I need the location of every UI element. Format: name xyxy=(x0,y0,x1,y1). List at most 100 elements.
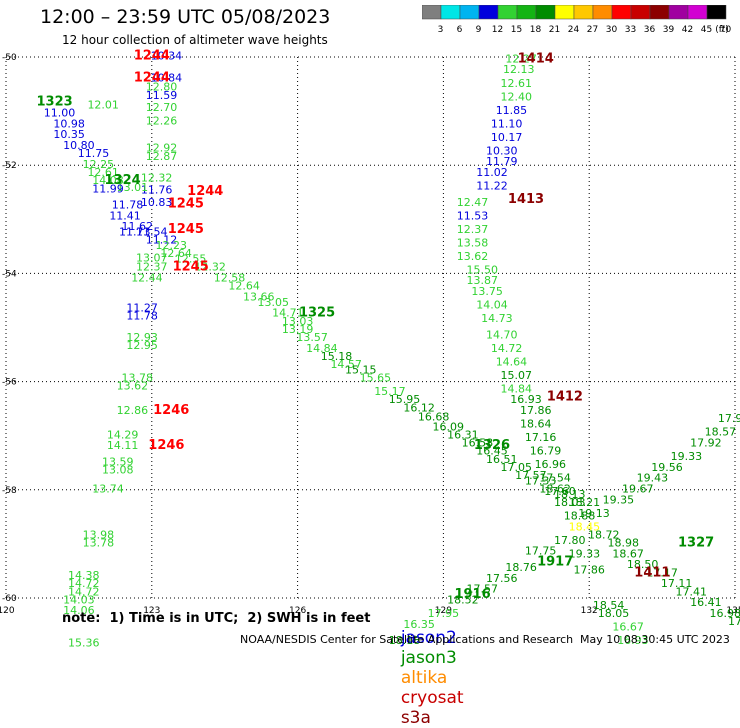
x-tick-label: 120 xyxy=(0,606,15,616)
x-tick-label: 123 xyxy=(143,606,160,616)
pass-time-label: 1245 xyxy=(173,260,209,275)
wave-height-point: 13.98 xyxy=(83,528,115,541)
wave-height-point: 14.71 xyxy=(272,307,304,320)
wave-height-point: 17.75 xyxy=(525,545,557,558)
credit-timestamp: May 10 08:30:45 UTC 2023 xyxy=(580,633,730,646)
pass-time-label: 1917 xyxy=(537,555,573,570)
colorbar-label: 15 xyxy=(511,25,522,35)
wave-height-point: 18.57 xyxy=(705,426,737,439)
page-title: 12:00 – 23:59 UTC 05/08/2023 xyxy=(40,6,331,28)
wave-height-point: 12.86 xyxy=(117,404,149,417)
wave-height-point: 12.70 xyxy=(146,101,178,114)
wave-height-point: 11.78 xyxy=(112,198,144,211)
y-tick-label: -50 xyxy=(2,53,17,63)
wave-height-point: 19.43 xyxy=(637,472,669,485)
wave-height-point: 11.27 xyxy=(126,301,158,314)
wave-height-point: 18.72 xyxy=(588,528,620,541)
wave-height-point: 17.92 xyxy=(690,437,722,450)
satellite-legend: jason2 jason3 altika cryosat s3a xyxy=(390,608,476,728)
pass-time-label: 1327 xyxy=(678,536,714,551)
wave-height-point: 13.08 xyxy=(102,464,134,477)
wave-height-point: 14.06 xyxy=(63,604,95,617)
colorbar-label: 70 xyxy=(720,25,732,35)
wave-height-point: 15.50 xyxy=(467,263,499,276)
wave-height-point: 17.60 xyxy=(544,485,576,498)
wave-height-point: 11.99 xyxy=(92,182,124,195)
pass-time-label: 1245 xyxy=(168,222,204,237)
wave-height-point: 14.29 xyxy=(107,428,139,441)
y-tick-label: -58 xyxy=(2,486,17,496)
pass-time-label: 1326 xyxy=(474,438,510,453)
wave-height-point: 15.18 xyxy=(321,350,353,363)
wave-height-point: 15.65 xyxy=(360,372,392,385)
wave-height-point: 15.36 xyxy=(68,637,100,650)
wave-height-point: 12.64 xyxy=(228,280,260,293)
wave-height-point: 16.35 xyxy=(403,618,435,631)
wave-height-point: 13.59 xyxy=(102,455,134,468)
wave-height-point: 16.51 xyxy=(486,453,518,466)
wave-height-point: 18.76 xyxy=(505,561,537,574)
wave-height-point: 17 xyxy=(728,615,740,628)
wave-height-point: 12.55 xyxy=(175,253,207,266)
wave-height-point: 14.38 xyxy=(68,569,100,582)
wave-height-point: 14.84 xyxy=(306,342,338,355)
wave-height-point: 12.58 xyxy=(214,272,246,285)
wave-height-point: 10.80 xyxy=(63,139,95,152)
wave-height-point: 12.80 xyxy=(146,81,178,94)
wave-height-point: 17.56 xyxy=(486,572,518,585)
wave-height-point: 17.57 xyxy=(515,469,547,482)
colorbar-label: 45 xyxy=(701,25,712,35)
colorbar-label: 12 xyxy=(492,25,503,35)
wave-height-point: 19.33 xyxy=(671,450,703,463)
wave-height-point: 17.80 xyxy=(554,534,586,547)
wave-height-point: 18.64 xyxy=(520,418,552,431)
wave-height-point: 19.33 xyxy=(569,547,601,560)
pass-time-label: 1244 xyxy=(134,49,170,64)
credit-text: NOAA/NESDIS Center for Satellite Applica… xyxy=(240,633,574,646)
wave-height-point: 11.79 xyxy=(486,155,518,168)
wave-height-point: 18.03 xyxy=(554,496,586,509)
wave-height-point: 12.32 xyxy=(141,171,173,184)
wave-height-point: 12.61 xyxy=(87,166,119,179)
wave-height-point: 18.67 xyxy=(612,547,644,560)
wave-height-point: 16.09 xyxy=(433,420,465,433)
colorbar-swatch xyxy=(706,5,727,20)
wave-height-point: 13.57 xyxy=(296,331,328,344)
wave-height-point: 17.95 xyxy=(428,607,460,620)
wave-height-point: 16.31 xyxy=(447,428,479,441)
wave-height-point: 16.93 xyxy=(617,634,649,647)
pass-time-label: 1244 xyxy=(187,184,223,199)
wave-height-point: 16.98 xyxy=(710,607,740,620)
wave-height-point: 17.54 xyxy=(539,472,571,485)
wave-height-point: 14.03 xyxy=(63,593,95,606)
pass-time-label: 1325 xyxy=(299,306,335,321)
wave-height-point: 17.05 xyxy=(501,461,533,474)
wave-height-point: 10.84 xyxy=(151,71,183,84)
x-tick-label: 135 xyxy=(726,606,740,616)
legend-jason2: jason2 xyxy=(400,628,457,648)
wave-height-plot: 120 123 126 129 132 135 -50 -52 -54 -56 -58 -60 10.3… xyxy=(0,49,740,650)
wave-height-point: 12.23 xyxy=(155,239,187,252)
wave-height-point: 16.58 xyxy=(462,437,494,450)
wave-height-point: 16.12 xyxy=(403,401,435,414)
wave-height-point: 11.73 xyxy=(119,226,151,239)
wave-height-point: 13.78 xyxy=(83,537,115,550)
colorbar-label: 6 xyxy=(457,25,463,35)
colorbar-label: 42 xyxy=(682,25,693,35)
wave-height-point: 17.17 xyxy=(646,566,678,579)
wave-height-point: 18.62 xyxy=(539,483,571,496)
legend-jason3: jason3 xyxy=(400,648,457,668)
wave-height-point: 13.66 xyxy=(243,290,275,303)
wave-height-point: 13.03 xyxy=(282,315,314,328)
wave-height-point: 17.41 xyxy=(676,585,708,598)
y-tick-label: -60 xyxy=(2,594,17,604)
wave-height-point: 14.72 xyxy=(68,577,100,590)
wave-height-point: 10.34 xyxy=(151,50,183,63)
wave-height-point: 17.16 xyxy=(525,431,557,444)
wave-height-point: 16.96 xyxy=(535,458,567,471)
wave-height-point: 12.37 xyxy=(136,261,168,274)
wave-height-point: 11.75 xyxy=(78,147,110,160)
wave-height-point: 15.15 xyxy=(345,363,377,376)
pass-time-label: 1324 xyxy=(105,173,141,188)
wave-height-point: 11.02 xyxy=(476,166,508,179)
